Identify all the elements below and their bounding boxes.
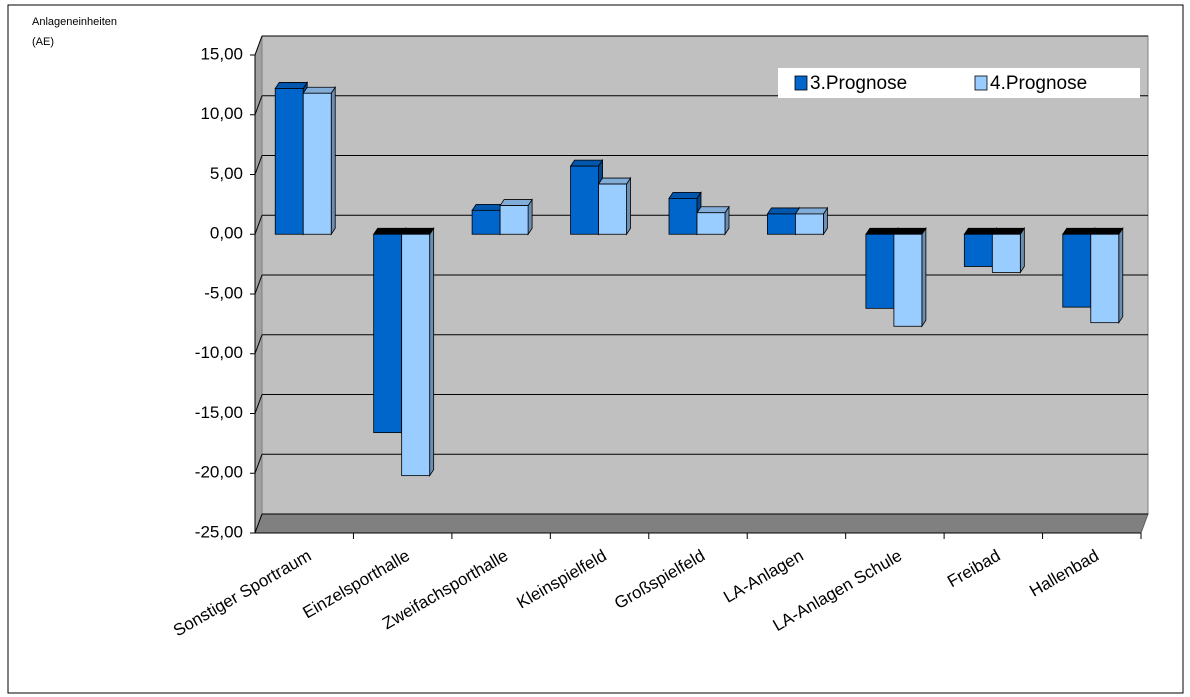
bar-top xyxy=(668,191,702,199)
bar xyxy=(1062,233,1092,308)
grid-line-side xyxy=(254,394,263,414)
bar-top xyxy=(274,82,308,89)
bar xyxy=(302,92,332,235)
bar-top xyxy=(499,199,533,206)
bar-top xyxy=(471,203,505,211)
bar xyxy=(598,183,627,235)
y-tick-label: 5,00 xyxy=(210,164,243,183)
bar-top xyxy=(372,227,407,235)
y-tick-label: -25,00 xyxy=(195,522,243,541)
y-tick-label: -15,00 xyxy=(195,403,243,422)
bar xyxy=(1090,233,1120,324)
bar-top xyxy=(569,159,604,167)
y-tick-label: -20,00 xyxy=(195,463,243,482)
grid-line-side xyxy=(254,274,263,295)
bar-top xyxy=(794,207,829,215)
bar-top xyxy=(597,177,632,185)
bar xyxy=(893,233,923,327)
y-tick-label: 0,00 xyxy=(210,224,243,243)
grid-line-side xyxy=(254,454,263,474)
bar xyxy=(570,165,599,235)
bar xyxy=(668,197,698,235)
grid-line-side xyxy=(254,35,263,56)
bar-top xyxy=(963,227,998,235)
bar-top xyxy=(991,227,1026,235)
bar xyxy=(865,233,895,309)
y-axis-label: (AE) xyxy=(32,36,54,48)
bar xyxy=(963,233,993,267)
grid-line-side xyxy=(254,513,263,534)
bar xyxy=(499,205,529,235)
bar xyxy=(401,233,431,477)
bar-side xyxy=(1118,226,1124,325)
legend-box xyxy=(778,68,1140,98)
bar xyxy=(991,233,1021,273)
bar-top xyxy=(302,86,336,94)
legend-label: 3.Prognose xyxy=(810,73,907,94)
bar xyxy=(696,212,726,235)
bar xyxy=(767,213,796,235)
bar-side xyxy=(1019,226,1025,274)
y-tick-label: -5,00 xyxy=(204,283,243,302)
bar xyxy=(373,233,403,434)
bar-top xyxy=(893,227,927,235)
bar-top xyxy=(696,206,730,214)
y-tick-label: 15,00 xyxy=(200,44,243,63)
bar-top xyxy=(1062,227,1096,235)
bar xyxy=(471,209,501,235)
legend-label: 4.Prognose xyxy=(990,73,1087,94)
bar-side xyxy=(921,226,927,328)
grid-line-side xyxy=(254,215,263,235)
bar-top xyxy=(766,207,801,215)
y-tick-label: -10,00 xyxy=(195,343,243,362)
bar xyxy=(795,213,824,235)
bar-side xyxy=(626,176,631,236)
legend-swatch xyxy=(794,75,808,91)
bar-top xyxy=(400,227,435,235)
bar-top xyxy=(865,227,899,235)
grid-line-side xyxy=(254,95,263,115)
y-axis-label: Anlageneinheiten xyxy=(32,16,117,28)
bar-side xyxy=(330,85,336,236)
bar-side xyxy=(429,226,435,477)
floor xyxy=(254,513,1149,534)
grid-line-side xyxy=(254,334,263,354)
bar-top xyxy=(1090,227,1124,235)
grid-line-side xyxy=(254,155,263,175)
legend-swatch xyxy=(974,75,988,91)
y-tick-label: 10,00 xyxy=(200,104,243,123)
bar xyxy=(274,88,304,235)
